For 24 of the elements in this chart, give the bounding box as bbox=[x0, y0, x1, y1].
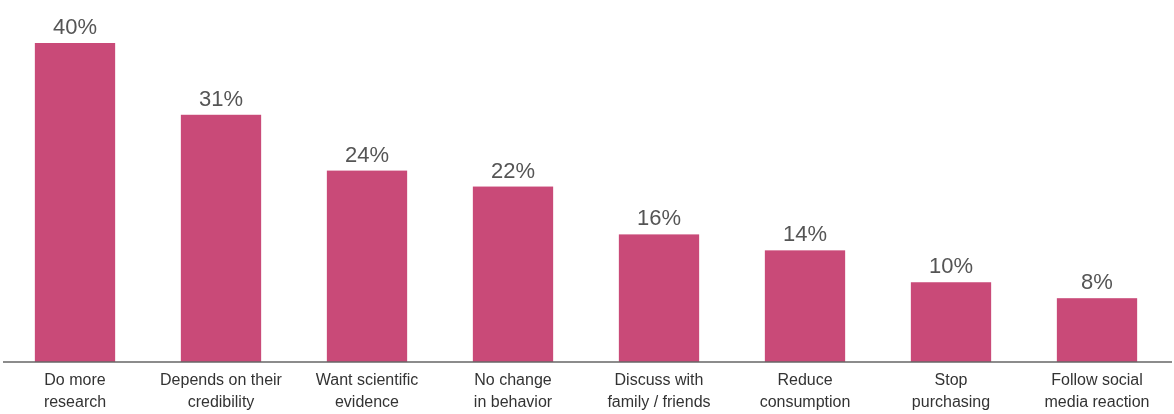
x-tick-label: Follow social media reaction bbox=[1044, 371, 1150, 410]
data-label: 22% bbox=[490, 157, 536, 183]
x-tick-label: Reduce consumption bbox=[759, 371, 851, 410]
x-tick-label: Stop purchasing bbox=[911, 371, 991, 410]
data-label: 40% bbox=[52, 14, 98, 39]
bar bbox=[764, 250, 846, 362]
data-label: 10% bbox=[928, 253, 974, 279]
data-label: 24% bbox=[344, 141, 390, 167]
data-label: 14% bbox=[782, 221, 828, 247]
bar bbox=[618, 234, 700, 362]
bar bbox=[180, 114, 262, 362]
bar bbox=[34, 43, 116, 362]
bar bbox=[1056, 298, 1138, 362]
data-label: 8% bbox=[1081, 269, 1113, 295]
bar bbox=[326, 170, 408, 362]
x-tick-label: Do more research bbox=[43, 371, 107, 410]
bar bbox=[910, 282, 992, 362]
data-label: 16% bbox=[636, 205, 682, 231]
x-tick-label: Discuss with family / friends bbox=[607, 371, 711, 410]
x-tick-label: Depends on their credibility bbox=[160, 371, 283, 410]
data-label: 31% bbox=[198, 85, 244, 111]
x-tick-label: No change in behavior bbox=[473, 371, 553, 410]
bar bbox=[472, 186, 554, 362]
x-tick-label: Want scientific evidence bbox=[315, 371, 419, 410]
